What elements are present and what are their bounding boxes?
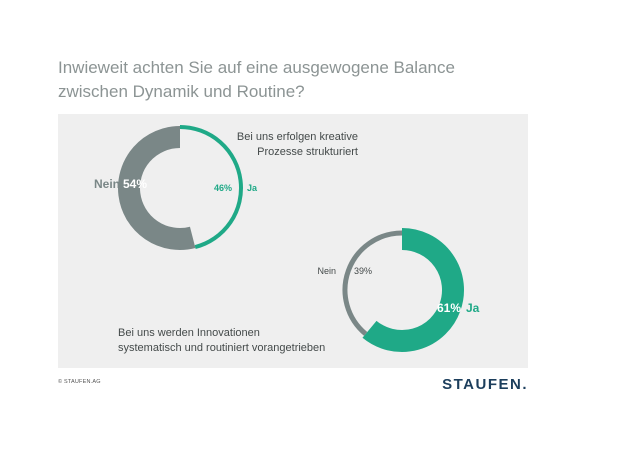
chart1-label-ja: Ja (247, 183, 258, 193)
chart2-caption-line1: Bei uns werden Innovationen (118, 327, 260, 339)
chart1-value-ja: 46% (214, 183, 232, 193)
chart2-value-ja: 61% (437, 301, 461, 315)
chart2-caption: Bei uns werden Innovationen systematisch… (118, 326, 325, 356)
chart1-value-nein: 54% (123, 177, 147, 191)
chart1-caption-line1: Bei uns erfolgen kreative (236, 131, 358, 143)
chart-title-line1: Inwieweit achten Sie auf eine ausgewogen… (58, 58, 455, 77)
chart1-slice-ja (179, 125, 243, 250)
chart-title: Inwieweit achten Sie auf eine ausgewogen… (58, 56, 538, 104)
chart2-label-nein: Nein (317, 266, 336, 276)
chart1-slice-nein (118, 126, 196, 250)
chart-title-line2: zwischen Dynamik und Routine? (58, 82, 305, 101)
chart2-label-ja: Ja (466, 301, 480, 315)
chart-panel: Nein 54% 46% Ja Nein 39% 61% Ja Bei uns erfolge… (58, 114, 528, 368)
chart1-caption-line2: Prozesse strukturiert (257, 146, 358, 158)
chart2-caption-line2: systematisch und routiniert vorangetrieb… (118, 342, 326, 354)
chart1-label-nein: Nein (94, 177, 120, 191)
copyright-notice: © STAUFEN.AG (58, 379, 101, 385)
chart2-value-nein: 39% (354, 266, 372, 276)
staufen-logo: STAUFEN. (442, 376, 528, 393)
chart2-slice-ja (362, 228, 464, 352)
chart2-slice-nein (342, 230, 403, 336)
chart1-caption: Bei uns erfolgen kreative Prozesse struk… (237, 130, 358, 160)
